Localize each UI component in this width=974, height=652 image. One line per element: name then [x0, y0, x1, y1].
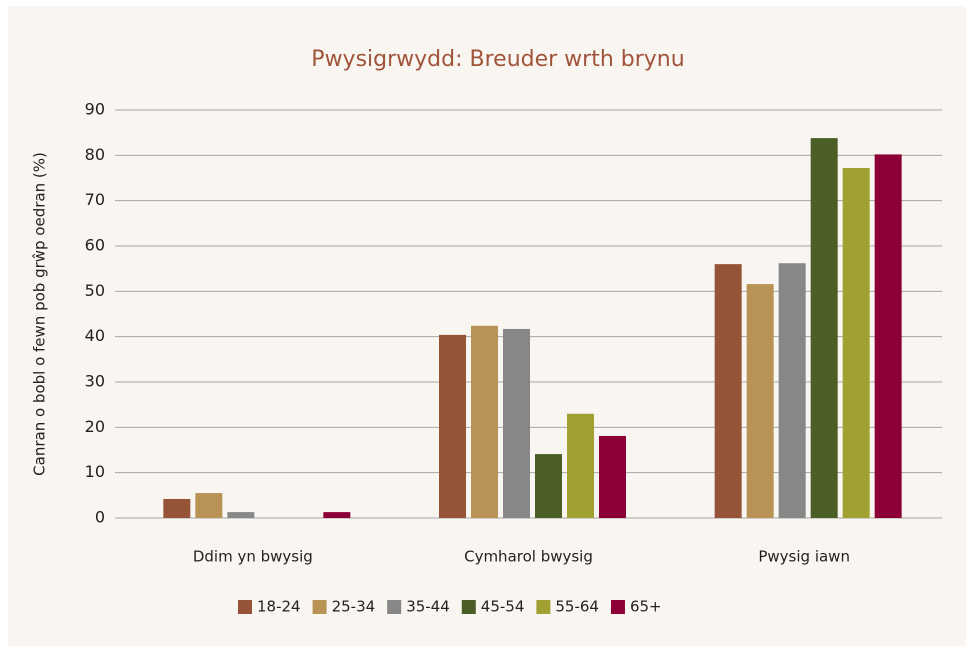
- bar: [503, 328, 530, 518]
- bar: [163, 498, 191, 518]
- legend-label: 18-24: [257, 598, 301, 616]
- y-tick-label: 60: [85, 236, 105, 255]
- legend-label: 45-54: [481, 598, 525, 616]
- y-axis-label: Canran o bobl o fewn pob grŵp oedran (%): [31, 152, 49, 476]
- legend-swatch: [238, 600, 252, 614]
- bar: [323, 512, 351, 518]
- y-tick-label: 80: [85, 145, 105, 164]
- legend-swatch: [312, 600, 327, 614]
- legend-label: 55-64: [555, 598, 599, 616]
- y-tick-label: 30: [85, 372, 105, 391]
- legend-swatch: [387, 600, 402, 614]
- bar: [714, 264, 742, 518]
- bar: [874, 154, 902, 518]
- bar: [471, 325, 498, 518]
- y-tick-label: 0: [95, 508, 105, 527]
- y-tick-label: 20: [85, 417, 105, 436]
- y-tick-label: 70: [85, 190, 105, 209]
- legend-swatch: [461, 600, 476, 614]
- bar: [778, 263, 806, 518]
- x-tick-label: Ddim yn bwysig: [193, 548, 313, 566]
- bar: [599, 435, 626, 518]
- x-tick-label: Pwysig iawn: [758, 548, 850, 566]
- y-tick-label: 40: [85, 326, 105, 345]
- x-tick-label: Cymharol bwysig: [464, 548, 593, 566]
- bar: [227, 512, 255, 518]
- legend-swatch: [610, 600, 625, 614]
- legend-label: 65+: [630, 598, 662, 616]
- bar: [810, 138, 838, 518]
- bar: [439, 334, 466, 518]
- y-tick-label: 90: [85, 100, 105, 119]
- chart-title: Pwysigrwydd: Breuder wrth brynu: [311, 47, 684, 72]
- bar: [535, 454, 562, 518]
- legend-swatch: [536, 600, 551, 614]
- bar: [746, 284, 774, 518]
- legend-label: 25-34: [332, 598, 376, 616]
- y-tick-label: 10: [85, 462, 105, 481]
- legend-label: 35-44: [406, 598, 450, 616]
- bar: [842, 168, 870, 518]
- y-tick-label: 50: [85, 281, 105, 300]
- bar: [567, 413, 594, 518]
- bar: [195, 493, 223, 518]
